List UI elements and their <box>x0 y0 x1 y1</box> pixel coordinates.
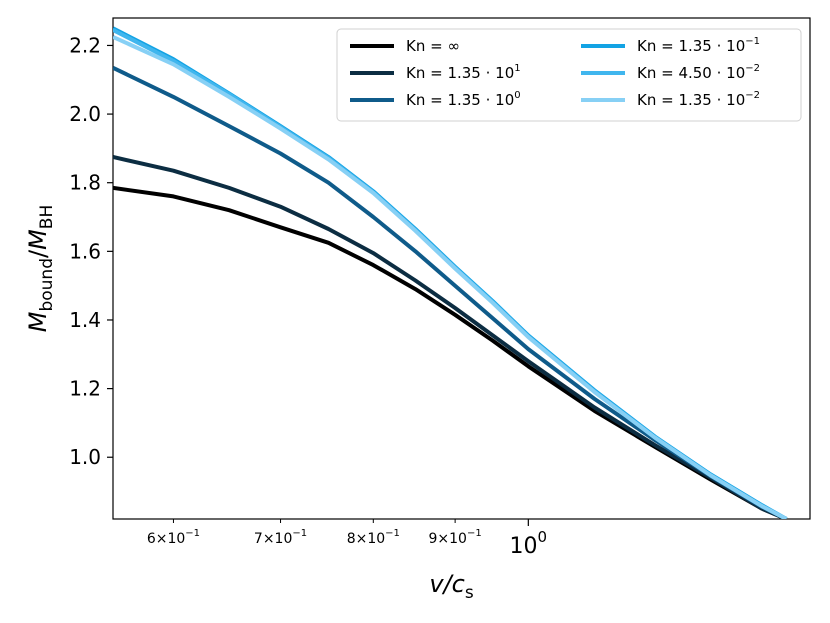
series-line-5 <box>113 35 788 519</box>
x-minor-tick-label-1: 7×10−1 <box>254 528 307 547</box>
legend-box <box>336 28 802 122</box>
x-major-tick-label-0: 100 <box>510 528 548 559</box>
legend-label-0: Kn = ∞ <box>406 37 460 55</box>
series-line-1 <box>113 155 788 519</box>
y-tick-label-5: 2.0 <box>69 102 101 126</box>
legend-label-2: Kn = 1.35 · 100 <box>406 90 521 109</box>
legend: Kn = ∞ Kn = 1.35 · 101 Kn = 1.35 · 100 Kn =… <box>336 28 802 122</box>
series-layer <box>113 26 788 519</box>
legend-label-5: Kn = 1.35 · 10−2 <box>637 90 760 109</box>
y-axis: 1.0 1.2 1.4 1.6 1.8 2.0 2.2 <box>69 33 113 469</box>
legend-label-4: Kn = 4.50 · 10−2 <box>637 63 760 82</box>
y-axis-label: Mbound/MBH <box>24 205 57 333</box>
y-tick-label-3: 1.6 <box>69 239 101 263</box>
x-axis: 6×10−1 7×10−1 8×10−1 9×10−1 100 <box>147 519 547 559</box>
y-tick-label-0: 1.0 <box>69 445 101 469</box>
axis-labels: v/cs Mbound/MBH <box>24 205 474 603</box>
x-minor-tick-label-2: 8×10−1 <box>347 528 400 547</box>
legend-label-1: Kn = 1.35 · 101 <box>406 63 521 82</box>
y-tick-label-2: 1.4 <box>69 308 101 332</box>
y-tick-label-6: 2.2 <box>69 33 101 57</box>
x-axis-label: v/cs <box>429 570 473 603</box>
y-tick-label-4: 1.8 <box>69 171 101 195</box>
x-minor-tick-label-0: 6×10−1 <box>147 528 200 547</box>
legend-label-3: Kn = 1.35 · 10−1 <box>637 36 760 55</box>
y-tick-label-1: 1.2 <box>69 377 101 401</box>
x-minor-tick-label-3: 9×10−1 <box>429 528 482 547</box>
